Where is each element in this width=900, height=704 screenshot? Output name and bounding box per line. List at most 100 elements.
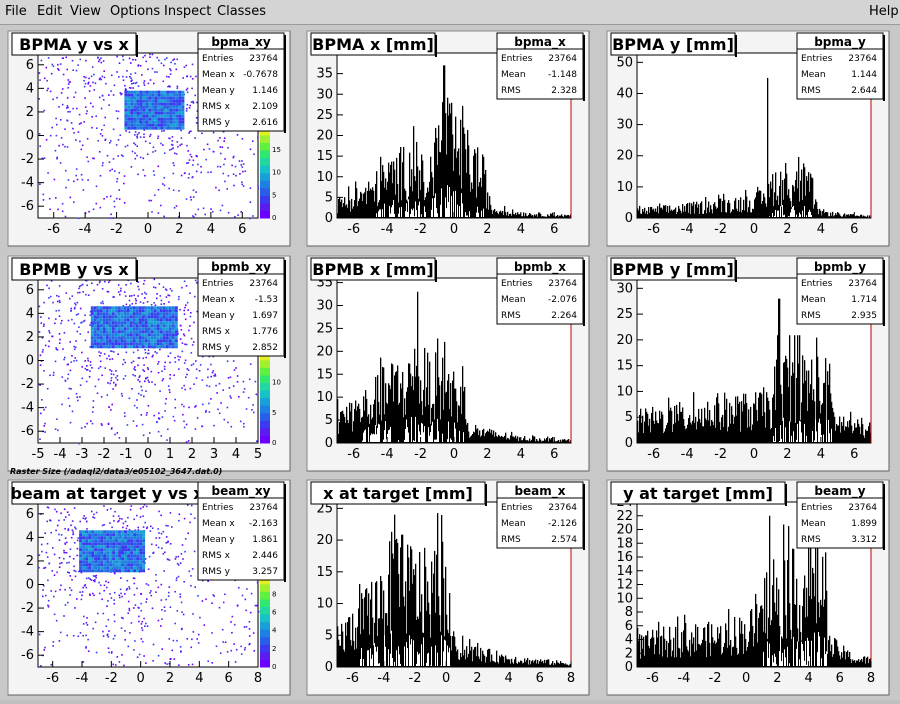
stats-key: Mean y (202, 311, 235, 321)
dense-cell (133, 563, 136, 566)
menu-help[interactable]: Help (869, 4, 899, 19)
histogram-hole (372, 655, 373, 666)
histogram-hole (828, 420, 829, 442)
menu-edit[interactable]: Edit (37, 4, 62, 19)
scatter-point (231, 650, 233, 652)
scatter-point (135, 369, 137, 371)
scatter-point (133, 420, 135, 422)
dense-cell (166, 109, 169, 112)
dense-cell (148, 321, 151, 324)
dense-cell (169, 115, 172, 118)
menu-view[interactable]: View (70, 4, 101, 19)
scatter-point (134, 640, 136, 642)
stats-key: Mean x (202, 295, 235, 305)
scatter-point (168, 137, 170, 139)
dense-cell (151, 339, 154, 342)
histogram-hole (412, 210, 413, 217)
histogram-hole (413, 440, 414, 442)
scatter-point (44, 532, 46, 534)
palette-cell (260, 405, 270, 413)
scatter-point (173, 416, 175, 418)
menu-inspect[interactable]: Inspect (164, 4, 211, 19)
dense-cell (160, 309, 163, 312)
scatter-point (187, 104, 189, 106)
dense-cell (163, 106, 166, 109)
scatter-point (147, 369, 149, 371)
dense-cell (94, 560, 97, 563)
dense-cell (178, 121, 181, 124)
palette-label: 0 (272, 214, 276, 222)
x-tick-label: 6 (225, 671, 233, 686)
scatter-point (77, 548, 79, 550)
scatter-point (233, 360, 235, 362)
scatter-point (231, 426, 233, 428)
dense-cell (115, 309, 118, 312)
scatter-point (129, 58, 131, 60)
dense-cell (166, 97, 169, 100)
scatter-point (59, 589, 61, 591)
scatter-point (258, 611, 260, 613)
dense-cell (118, 551, 121, 554)
stats-key: RMS (801, 311, 821, 321)
scatter-point (135, 144, 137, 146)
menu-file[interactable]: File (5, 4, 27, 19)
dense-cell (139, 309, 142, 312)
dense-cell (133, 318, 136, 321)
scatter-point (227, 407, 229, 409)
dense-cell (169, 321, 172, 324)
dense-cell (181, 97, 184, 100)
scatter-point (103, 613, 105, 615)
scatter-point (168, 188, 170, 190)
palette-cell (260, 390, 270, 398)
x-tick-label: 4 (195, 671, 203, 686)
dense-cell (100, 536, 103, 539)
histogram-hole (371, 433, 372, 442)
histogram-hole (783, 215, 784, 217)
scatter-point (186, 285, 188, 287)
dense-cell (85, 569, 88, 572)
scatter-point (158, 372, 160, 374)
dense-cell (121, 551, 124, 554)
scatter-point (181, 611, 183, 613)
histogram-hole (430, 432, 431, 442)
dense-cell (130, 336, 133, 339)
dense-cell (79, 551, 82, 554)
dense-cell (136, 318, 139, 321)
x-tick-label: -4 (79, 222, 92, 237)
scatter-point (98, 368, 100, 370)
scatter-point (170, 352, 172, 354)
dense-cell (139, 330, 142, 333)
dense-cell (148, 106, 151, 109)
menu-options[interactable]: Options (110, 4, 160, 19)
scatter-point (122, 76, 124, 78)
scatter-point (43, 425, 45, 427)
dense-cell (91, 321, 94, 324)
dense-cell (127, 545, 130, 548)
dense-cell (166, 324, 169, 327)
scatter-point (132, 151, 134, 153)
scatter-point (106, 625, 108, 627)
scatter-point (86, 617, 88, 619)
menu-classes[interactable]: Classes (217, 4, 266, 19)
y-tick-label: 6 (26, 283, 34, 298)
dense-cell (118, 342, 121, 345)
histogram-hole (432, 198, 433, 217)
scatter-point (149, 432, 151, 434)
histogram-hole (375, 647, 376, 666)
pad-9[interactable]: -6-4-202468024681012141618202224y at tar… (607, 480, 889, 695)
scatter-point (50, 135, 52, 137)
dense-cell (130, 533, 133, 536)
dense-cell (112, 306, 115, 309)
scatter-point (210, 208, 212, 210)
scatter-point (91, 116, 93, 118)
